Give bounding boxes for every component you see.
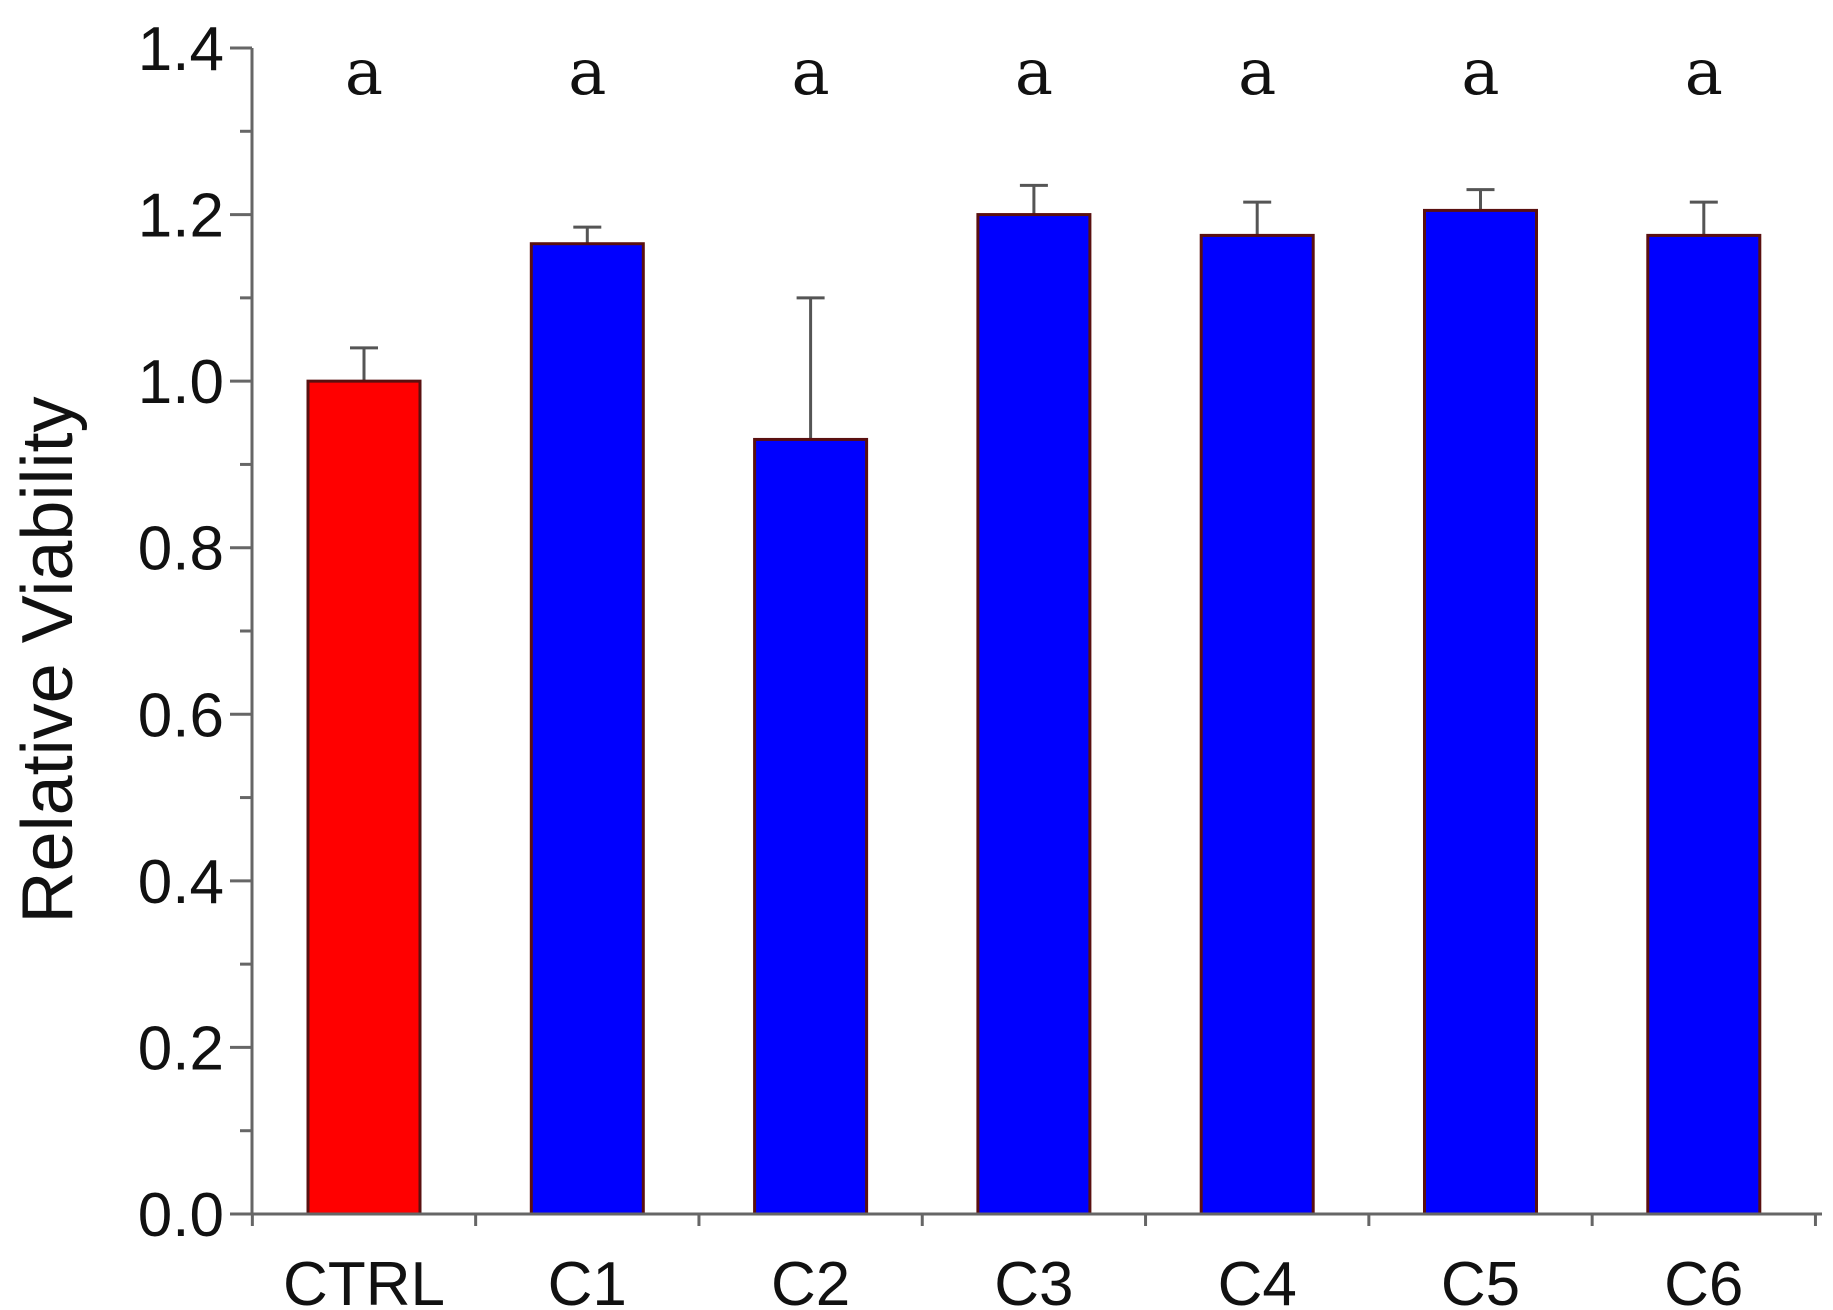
significance-label-c4: a bbox=[1238, 36, 1276, 110]
y-tick-label: 0.2 bbox=[138, 1014, 224, 1083]
significance-label-c5: a bbox=[1461, 36, 1499, 110]
x-tick-label-ctrl: CTRL bbox=[283, 1250, 445, 1310]
bar-c1 bbox=[529, 242, 645, 1216]
y-tick-label: 0.4 bbox=[138, 848, 224, 917]
y-tick-label: 1.0 bbox=[138, 348, 224, 417]
x-tick-label-c5: C5 bbox=[1441, 1250, 1520, 1310]
y-tick-label: 0.6 bbox=[138, 681, 224, 750]
x-tick-label-c2: C2 bbox=[771, 1250, 850, 1310]
bar-c5 bbox=[1423, 208, 1538, 1216]
significance-label-ctrl: a bbox=[345, 36, 383, 110]
significance-label-c2: a bbox=[792, 36, 830, 110]
x-tick-label-c3: C3 bbox=[994, 1250, 1073, 1310]
y-tick-label: 1.2 bbox=[138, 182, 224, 251]
bar-ctrl bbox=[306, 379, 422, 1216]
x-tick-label-c4: C4 bbox=[1218, 1250, 1297, 1310]
plot-area: a CTRL a C1 a C2 a C3 a C4 a C5 a C6 0.0 0.2 0.4 0.6 0.8 1.… bbox=[138, 15, 1822, 1310]
significance-label-c6: a bbox=[1685, 36, 1723, 110]
x-tick-label-c1: C1 bbox=[548, 1250, 627, 1310]
y-tick-label: 0.0 bbox=[138, 1181, 224, 1250]
significance-label-c1: a bbox=[568, 36, 606, 110]
bar-c6 bbox=[1646, 233, 1762, 1216]
bar-c4 bbox=[1199, 233, 1315, 1216]
significance-label-c3: a bbox=[1015, 36, 1053, 110]
bar-c2 bbox=[753, 437, 869, 1216]
y-tick-label: 1.4 bbox=[138, 15, 224, 84]
bar-c3 bbox=[976, 213, 1092, 1216]
y-tick-label: 0.8 bbox=[138, 515, 224, 584]
x-tick-label-c6: C6 bbox=[1664, 1250, 1743, 1310]
y-axis-title: Relative Viability bbox=[8, 397, 88, 924]
